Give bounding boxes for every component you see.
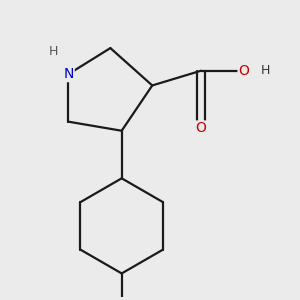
Text: N: N bbox=[63, 67, 74, 81]
Text: H: H bbox=[49, 45, 58, 58]
Text: H: H bbox=[261, 64, 270, 77]
Text: O: O bbox=[238, 64, 249, 78]
Text: O: O bbox=[196, 122, 206, 136]
